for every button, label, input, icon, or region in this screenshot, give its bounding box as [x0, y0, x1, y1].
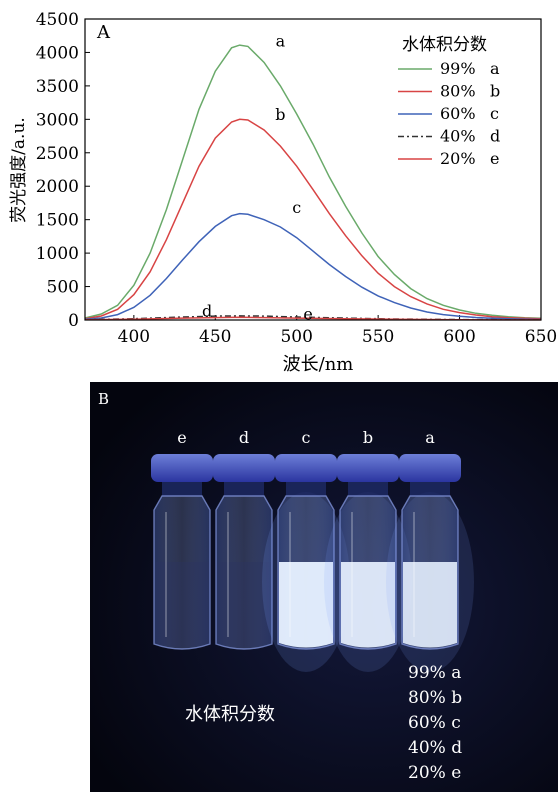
vial-liquid — [403, 562, 457, 648]
curve-label-a: a — [276, 31, 286, 50]
panel-b-label: B — [98, 390, 109, 408]
y-tick-label: 500 — [47, 278, 79, 298]
legend-letter-b: b — [490, 82, 500, 101]
curve-labels: a b c d e — [202, 31, 313, 323]
vial-letter-a: a — [425, 428, 435, 447]
x-axis-ticks: 400 450 500 550 600 650 — [118, 315, 557, 347]
vial-letter-c: c — [302, 428, 311, 447]
legend-letter-e: e — [490, 149, 499, 168]
vial-photo: B e d c b a 水体积分数 99% a 80% b 60% c 40% d 20% e — [90, 382, 558, 792]
vial-c: c — [262, 428, 350, 672]
x-tick-label: 600 — [443, 327, 475, 347]
legend-pct-a: 99% — [440, 59, 476, 78]
vial-e: e — [151, 428, 213, 650]
vial-cap — [337, 454, 399, 482]
y-tick-label: 2500 — [36, 144, 79, 164]
vial-neck — [224, 482, 264, 496]
x-axis-label: 波长/nm — [283, 354, 354, 375]
legend-pct-d: 40% — [440, 127, 476, 146]
fluorescence-chart: 0 500 1000 1500 2000 2500 3000 3500 4000 4500 400… — [9, 10, 557, 375]
vial-b: b — [324, 428, 412, 672]
plot-frame — [84, 18, 542, 321]
legend-letter-c: c — [490, 104, 499, 123]
legend-letter-a: a — [490, 59, 500, 78]
vial-cap — [151, 454, 213, 482]
vial-neck — [410, 482, 450, 496]
photo-legend-item: 60% c — [408, 713, 461, 733]
vial-cap — [213, 454, 275, 482]
vial-liquid — [279, 562, 333, 648]
vial-a: a — [386, 428, 474, 672]
series-line-b — [84, 118, 542, 320]
curve-label-d: d — [202, 302, 212, 321]
legend: 99% a 80% b 60% c 40% d 20% e — [398, 59, 500, 168]
y-tick-label: 2000 — [36, 177, 79, 197]
legend-pct-b: 80% — [440, 82, 476, 101]
vial-cap — [399, 454, 461, 482]
y-tick-label: 4000 — [36, 43, 79, 63]
legend-title: 水体积分数 — [402, 35, 487, 55]
photo-legend-item: 20% e — [408, 763, 461, 783]
y-axis-ticks: 0 500 1000 1500 2000 2500 3000 3500 4000 4500 — [36, 10, 90, 331]
x-tick-label: 450 — [199, 327, 231, 347]
legend-pct-e: 20% — [440, 149, 476, 168]
series-line-a — [84, 44, 542, 320]
vial-liquid — [341, 562, 395, 648]
vial-liquid — [217, 562, 271, 648]
vial-liquid — [155, 562, 209, 648]
photo-legend-item: 40% d — [408, 738, 462, 758]
photo-legend: 99% a 80% b 60% c 40% d 20% e — [408, 663, 462, 783]
y-tick-label: 1500 — [36, 211, 79, 231]
curve-label-e: e — [303, 304, 312, 323]
curve-label-b: b — [275, 105, 285, 124]
vial-caption: 水体积分数 — [185, 704, 275, 725]
x-tick-label: 650 — [525, 327, 557, 347]
panel-a-label: A — [96, 22, 111, 43]
vial-letter-d: d — [239, 428, 249, 447]
y-tick-label: 4500 — [36, 10, 79, 30]
photo-legend-item: 99% a — [408, 663, 461, 683]
vial-neck — [286, 482, 326, 496]
y-tick-label: 0 — [68, 311, 79, 331]
vial-letter-e: e — [177, 428, 186, 447]
vial-body — [153, 495, 211, 650]
vial-cap — [275, 454, 337, 482]
vial-neck — [162, 482, 202, 496]
x-tick-label: 550 — [362, 327, 394, 347]
vial-d: d — [213, 428, 275, 650]
series-line-c — [84, 212, 542, 321]
legend-pct-c: 60% — [440, 104, 476, 123]
curve-label-c: c — [292, 198, 301, 217]
y-tick-label: 1000 — [36, 244, 79, 264]
photo-legend-item: 80% b — [408, 688, 462, 708]
vial-neck — [348, 482, 388, 496]
legend-letter-d: d — [490, 127, 500, 146]
x-tick-label: 400 — [118, 327, 150, 347]
x-tick-label: 500 — [280, 327, 312, 347]
vial-body — [215, 495, 273, 650]
y-axis-label: 荧光强度/a.u. — [9, 117, 29, 223]
y-tick-label: 3500 — [36, 77, 79, 97]
y-tick-label: 3000 — [36, 110, 79, 130]
vial-letter-b: b — [363, 428, 373, 447]
